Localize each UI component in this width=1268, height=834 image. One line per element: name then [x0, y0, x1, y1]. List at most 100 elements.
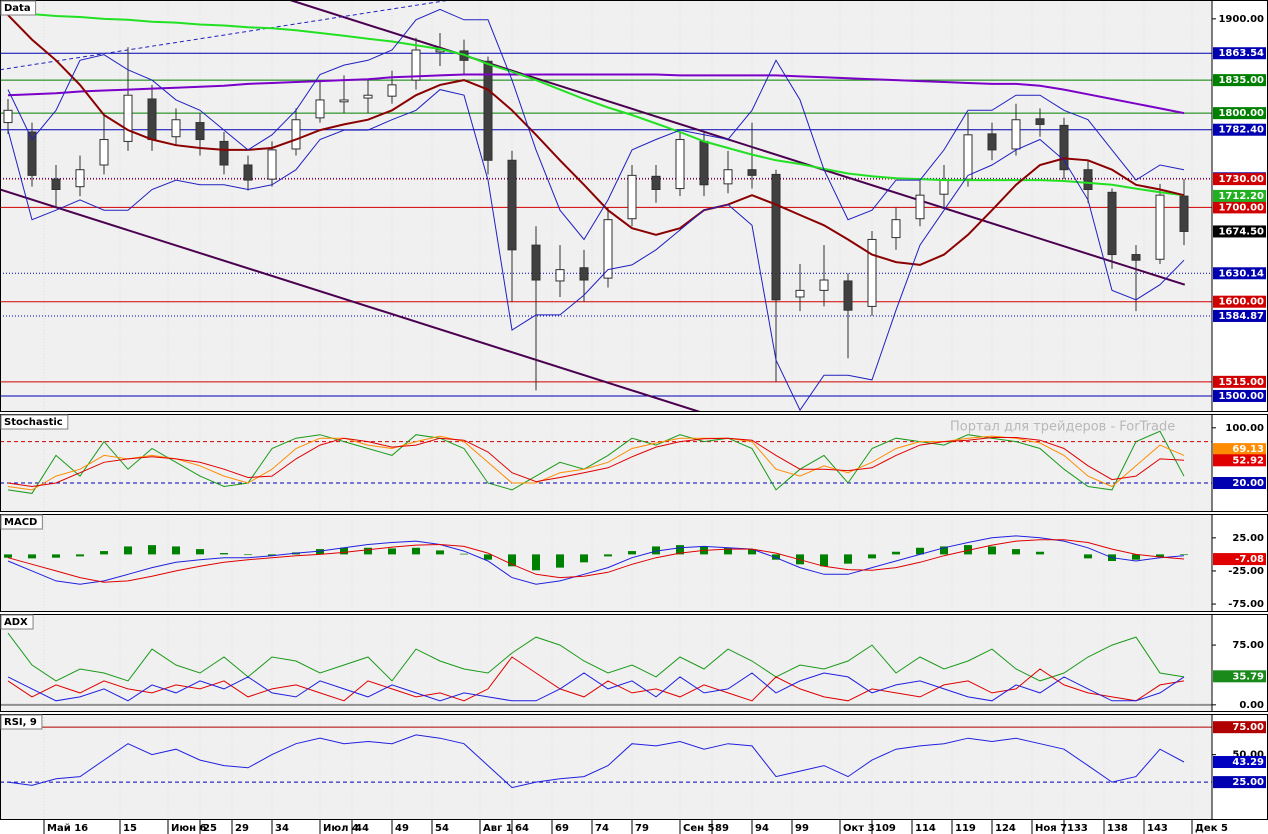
x-tick-label: 143	[1147, 823, 1168, 834]
candle-body	[795, 289, 805, 298]
histogram-bar	[460, 553, 468, 555]
histogram-bar	[124, 546, 132, 555]
histogram-bar	[148, 545, 156, 555]
candle-body	[819, 279, 829, 291]
x-tick-label: Май 16	[47, 823, 88, 834]
x-tick-label: 94	[755, 823, 769, 834]
panel-title: MACD	[4, 517, 37, 528]
histogram-bar	[172, 546, 180, 555]
panel	[0, 0, 1212, 412]
candle-body	[171, 119, 181, 138]
candle-body	[771, 173, 781, 301]
level-label-box	[1213, 123, 1266, 136]
x-tick-label: Авг 1	[483, 823, 513, 834]
histogram-bar	[676, 545, 684, 555]
panel-title: Stochastic	[4, 417, 63, 428]
histogram-bar	[940, 546, 948, 555]
level-label: 20.00	[1232, 478, 1264, 489]
x-tick-label: 138	[1107, 823, 1128, 834]
marker-label: 35.79	[1232, 671, 1264, 682]
trend-line	[0, 0, 451, 71]
indicator-line	[7, 656, 1185, 702]
x-tick-label: 34	[275, 823, 289, 834]
x-tick-label: Июл 4	[323, 823, 359, 834]
candle-body	[675, 139, 685, 190]
histogram-bar	[916, 547, 924, 555]
y-tick-label: 25.00	[1232, 533, 1264, 544]
histogram-bar	[844, 554, 852, 564]
x-tick-label: Окт 3	[843, 823, 875, 834]
panel-title-box	[0, 514, 43, 530]
histogram-bar	[580, 554, 588, 563]
x-tick-label: 29	[235, 823, 249, 834]
x-tick-label: 25	[203, 823, 217, 834]
histogram-bar	[1084, 554, 1092, 559]
histogram-bar	[196, 549, 204, 555]
level-label-box	[1213, 477, 1266, 490]
candle-body	[315, 99, 325, 119]
candle-body	[1107, 191, 1117, 256]
x-tick-label: 124	[995, 823, 1016, 834]
marker-label-box	[1213, 670, 1266, 683]
indicator-line	[7, 14, 1185, 266]
candle-body	[939, 179, 949, 195]
panel-background	[0, 0, 1212, 412]
candle-body	[531, 244, 541, 281]
x-tick-label: 114	[915, 823, 936, 834]
trend-line	[0, 188, 701, 412]
candle-body	[1155, 194, 1165, 260]
level-label: 1500.00	[1218, 391, 1264, 402]
histogram-bar	[4, 554, 12, 558]
y-tick-label: 50.00	[1232, 750, 1264, 761]
candle-body	[27, 131, 37, 176]
y-tick-label: -75.00	[1228, 599, 1264, 610]
indicator-line	[7, 89, 1185, 412]
panel-title: ADX	[4, 617, 28, 628]
x-tick-label: 44	[355, 823, 369, 834]
histogram-bar	[436, 550, 444, 555]
marker-label: -7.08	[1235, 554, 1264, 565]
level-label: 1835.00	[1218, 75, 1264, 86]
histogram-bar	[388, 548, 396, 555]
histogram-bar	[628, 551, 636, 555]
level-label: 1700.00	[1218, 202, 1264, 213]
candle-body	[699, 140, 709, 186]
panel	[0, 614, 1212, 712]
histogram-bar	[988, 546, 996, 555]
indicator-line	[7, 73, 1185, 115]
histogram-bar	[868, 554, 876, 559]
marker-label-box	[1213, 454, 1266, 467]
panel-background	[0, 514, 1212, 612]
panel-background	[0, 614, 1212, 712]
candle-body	[1179, 195, 1189, 232]
x-tick-label: Ноя 7	[1035, 823, 1067, 834]
candle-body	[1131, 254, 1141, 261]
panel	[0, 714, 1212, 820]
candle-body	[339, 99, 349, 103]
histogram-bar	[244, 554, 252, 556]
level-label: 1600.00	[1218, 297, 1264, 308]
marker-label: 1674.50	[1218, 226, 1264, 237]
histogram-bar	[364, 547, 372, 555]
trend-line	[289, 0, 1186, 286]
panel-title-box	[0, 414, 69, 430]
indicator-line	[7, 734, 1185, 789]
x-tick-label: 69	[555, 823, 569, 834]
candle-body	[387, 84, 397, 97]
x-tick-label: 64	[515, 823, 529, 834]
indicator-line	[7, 11, 1185, 197]
level-label-box	[1213, 309, 1266, 322]
candle-body	[483, 60, 493, 161]
candle-body	[867, 238, 877, 307]
level-label: 1730.00	[1218, 174, 1264, 185]
y-tick-label: 0.00	[1239, 700, 1264, 711]
level-label-box	[1213, 201, 1266, 214]
level-label-box	[1213, 107, 1266, 120]
histogram-bar	[28, 554, 36, 559]
candle-body	[603, 219, 613, 279]
candle-body	[243, 164, 253, 181]
histogram-bar	[1036, 551, 1044, 555]
level-label: 1782.40	[1218, 125, 1264, 136]
level-label-box	[1213, 389, 1266, 402]
